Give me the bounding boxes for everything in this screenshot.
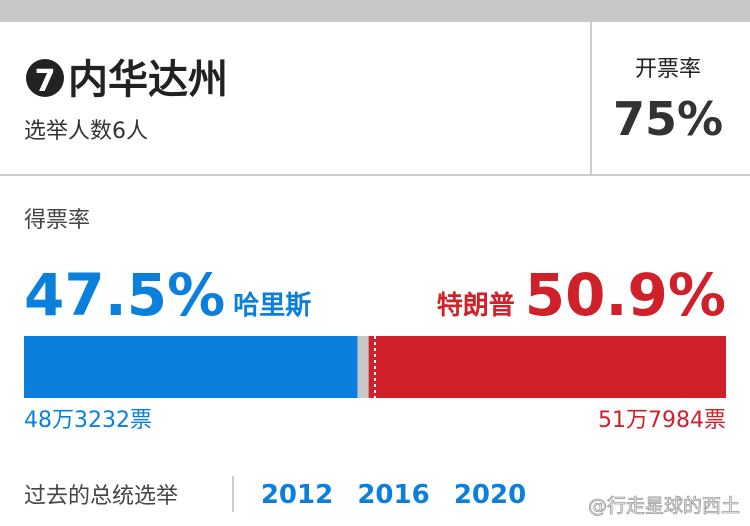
share-value: 47.5% xyxy=(24,261,225,329)
watermark: @行走星球的西土 xyxy=(588,495,740,517)
number-badge xyxy=(26,59,64,97)
counted-value: 75% xyxy=(613,92,723,146)
year-link[interactable]: 2012 xyxy=(261,480,333,510)
candidates: 47.5% 哈里斯 48万3232票 50.9% 特朗普 51万7984票 xyxy=(24,261,726,433)
electors: 选举人数6人 xyxy=(24,119,148,144)
candidate-name: 哈里斯 xyxy=(233,291,311,321)
past-years: 2012 2016 2020 xyxy=(261,480,526,510)
year-link[interactable]: 2016 xyxy=(357,480,429,510)
state-name: 内华达州 xyxy=(68,57,228,103)
year-link[interactable]: 2020 xyxy=(454,480,526,510)
counted-label: 开票率 xyxy=(635,57,701,82)
vote-bar xyxy=(368,336,726,398)
candidate-name: 特朗普 xyxy=(437,290,515,321)
top-strip xyxy=(0,0,750,22)
section-label: 得票率 xyxy=(24,208,90,233)
vote-count: 48万3232票 xyxy=(24,408,152,433)
vote-count: 51万7984票 xyxy=(598,408,726,433)
state-number: 7 xyxy=(35,64,56,99)
vote-bar xyxy=(24,336,358,398)
past-label: 过去的总统选举 xyxy=(24,484,178,509)
share-value: 50.9% xyxy=(525,261,726,329)
